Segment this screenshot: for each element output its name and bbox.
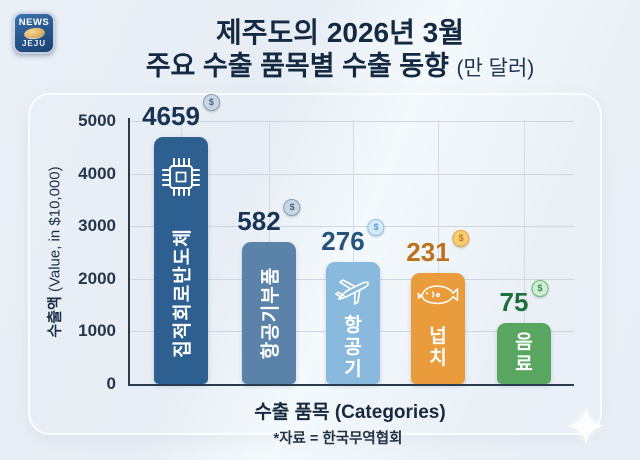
y-tick-label: 0 xyxy=(106,374,116,393)
bar-value-number: 582 xyxy=(237,206,281,236)
bar-음료: 음료 xyxy=(497,323,551,384)
sparkle-icon xyxy=(567,407,605,445)
h-gridline xyxy=(130,226,574,228)
source-note: *자료 = 한국무역협회 xyxy=(273,431,403,447)
dollar-coin-icon: $ xyxy=(531,280,549,297)
bar-넙치: 넙치 xyxy=(411,273,465,384)
bar-label: 음료 xyxy=(515,331,533,375)
bar-value-label: 276 $ xyxy=(321,219,385,256)
y-tick-label: 4000 xyxy=(78,163,116,183)
y-tick-label: 3000 xyxy=(78,216,116,236)
airplane-icon xyxy=(331,268,375,312)
bar-label: 항공기 xyxy=(344,314,362,381)
logo-news-text: NEWS xyxy=(18,16,50,28)
bar-항공기부품: 항공기부품 xyxy=(242,242,296,384)
bar-value-number: 231 xyxy=(406,237,450,267)
bar-value-label: 4659 $ xyxy=(142,94,220,131)
title-line1: 제주도의 2026년 3월 xyxy=(216,17,464,48)
x-axis-label: 수출 품목 (Categories) xyxy=(128,397,572,424)
h-gridline xyxy=(130,121,574,122)
bar-label: 항공기부품 xyxy=(260,266,282,360)
bar-항공기: 항공기 xyxy=(326,262,380,384)
bar-집적회로반도체: 집적회로반도체 xyxy=(154,137,208,384)
dollar-coin-icon: $ xyxy=(283,199,301,216)
y-tick-label: 1000 xyxy=(78,321,116,341)
bar-label: 집적회로반도체 xyxy=(172,227,194,358)
x-axis-label-en-text: (Categories) xyxy=(334,402,446,423)
v-gridline xyxy=(438,120,439,384)
bar-value-number: 276 xyxy=(321,226,365,256)
y-tick-label: 2000 xyxy=(78,268,116,288)
chip-icon xyxy=(157,153,205,201)
news-jeju-logo: NEWS JEJU xyxy=(13,12,55,54)
bar-label: 넙치 xyxy=(429,325,447,369)
title-line2: 주요 수출 품목별 수출 동향 (만 달러) xyxy=(60,50,620,84)
logo-jeju-text: JEJU xyxy=(21,39,46,49)
v-gridline xyxy=(353,120,354,384)
x-axis-label-ko: 수출 품목 xyxy=(254,402,330,423)
plot-area: 집적회로반도체 4659 $ 항공기부품 582 $ 항공기 276 $ 넙치 231 $ 음료 75… xyxy=(128,94,574,386)
h-gridline xyxy=(130,173,574,175)
title-unit: (만 달러) xyxy=(456,56,535,80)
bar-value-label: 582 $ xyxy=(237,199,301,236)
bar-value-label: 231 $ xyxy=(406,230,470,267)
fish-icon xyxy=(415,279,461,311)
dollar-coin-icon: $ xyxy=(452,230,470,247)
v-gridline xyxy=(524,120,525,384)
title-line2-main: 주요 수출 품목별 수출 동향 xyxy=(145,50,449,81)
page-title: 제주도의 2026년 3월 주요 수출 품목별 수출 동향 (만 달러) xyxy=(60,16,620,83)
bar-value-number: 4659 xyxy=(142,101,200,131)
y-tick-label: 5000 xyxy=(78,111,116,130)
dollar-coin-icon: $ xyxy=(202,94,220,111)
dollar-coin-icon: $ xyxy=(367,219,385,236)
y-axis-label: 수출액 (Value, in $10,000) xyxy=(44,166,65,337)
bar-value-label: 75 $ xyxy=(499,280,549,317)
bar-value-number: 75 xyxy=(499,287,529,317)
